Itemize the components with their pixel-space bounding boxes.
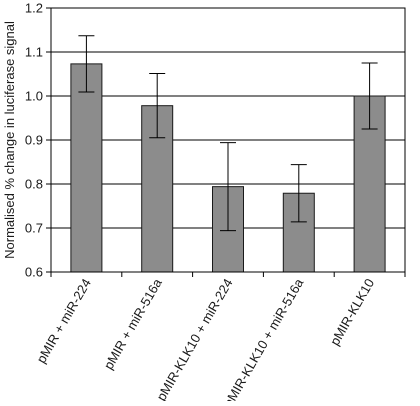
- plot-frame: [50, 7, 406, 273]
- y-tick-label: 0.6: [25, 265, 43, 280]
- error-bar-layer: [78, 35, 378, 232]
- x-category-label: pMIR-KLK10 + miR-224: [153, 276, 235, 401]
- y-axis-title: Normalised % change in luciferase signal: [2, 21, 17, 259]
- x-category-label: pMIR-KLK10 + miR-516a: [221, 275, 307, 401]
- x-category-label: pMIR-KLK10: [327, 276, 377, 348]
- y-tick-label: 1.2: [25, 1, 43, 16]
- axis-layer: [46, 7, 406, 277]
- y-tick-label: 0.9: [25, 133, 43, 148]
- y-tick-label: 0.8: [25, 177, 43, 192]
- bar: [70, 63, 103, 273]
- y-tick-label: 1.0: [25, 89, 43, 104]
- y-tick-label: 1.1: [25, 45, 43, 60]
- y-tick-label: 0.7: [25, 221, 43, 236]
- x-category-label: pMIR + miR-224: [34, 276, 94, 366]
- x-category-label: pMIR + miR-516a: [101, 275, 165, 372]
